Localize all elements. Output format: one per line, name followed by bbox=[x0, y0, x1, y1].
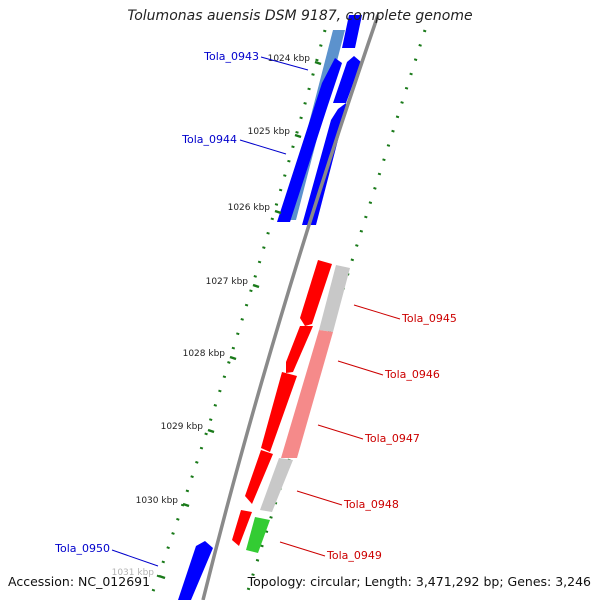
gene-label: Tola_0948 bbox=[343, 498, 399, 511]
gene-arrow-tola-0943a bbox=[342, 15, 362, 48]
gene-label: Tola_0949 bbox=[326, 549, 382, 562]
inner-dotted-track bbox=[148, 29, 327, 600]
topology-label: Topology: circular; Length: 3,471,292 bp… bbox=[247, 574, 591, 589]
gene-arrow-tola-0943b bbox=[333, 56, 361, 103]
ruler-label: 1028 kbp bbox=[183, 349, 226, 359]
gene-label-leader bbox=[239, 139, 287, 155]
ruler-tick bbox=[294, 133, 302, 139]
gene-label-leader bbox=[296, 490, 343, 506]
gene-arrow-tola-0950 bbox=[178, 541, 213, 600]
gene-label-leader bbox=[260, 56, 309, 71]
ruler-tick bbox=[314, 60, 322, 66]
ruler-label: 1031 kbp bbox=[112, 568, 155, 578]
accession-label: Accession: NC_012691 bbox=[8, 574, 151, 589]
ruler-tick bbox=[274, 209, 282, 215]
gene-label: Tola_0943 bbox=[203, 50, 259, 63]
gene-label-leader bbox=[111, 549, 159, 567]
gene-arrow-tola-0944b bbox=[302, 103, 346, 225]
gene-label: Tola_0945 bbox=[401, 312, 457, 325]
gene-label-leader bbox=[353, 304, 401, 320]
gene-arrow-tola-0945 bbox=[300, 260, 332, 326]
gene-label: Tola_0946 bbox=[384, 368, 440, 381]
ruler-tick bbox=[252, 283, 260, 289]
gene-arrow-tola-0948 bbox=[245, 450, 273, 504]
ruler-tick bbox=[207, 428, 215, 434]
ruler-label: 1026 kbp bbox=[228, 203, 271, 213]
ruler-tick bbox=[182, 502, 190, 508]
ruler-tick bbox=[158, 574, 166, 580]
feature-band-grey-1 bbox=[319, 265, 350, 332]
gene-label: Tola_0950 bbox=[54, 542, 110, 555]
ruler-tick bbox=[229, 355, 237, 361]
gene-label-leader bbox=[337, 360, 384, 376]
ruler-label: 1024 kbp bbox=[268, 54, 311, 64]
gene-arrow-tola-0947 bbox=[261, 372, 297, 452]
feature-band-light-red bbox=[281, 330, 333, 458]
gene-arrow-tola-0944a bbox=[277, 58, 342, 222]
feature-band-grey-2 bbox=[260, 458, 293, 512]
ruler-label: 1030 kbp bbox=[136, 496, 179, 506]
gene-arrow-tola-0949 bbox=[232, 510, 252, 546]
genome-backbone bbox=[201, 14, 380, 600]
gene-label: Tola_0947 bbox=[364, 432, 420, 445]
ruler-label: 1029 kbp bbox=[161, 422, 204, 432]
gene-label: Tola_0944 bbox=[181, 133, 237, 146]
rna-feature-green bbox=[246, 517, 270, 553]
gene-label-leader bbox=[279, 541, 326, 557]
map-title: Tolumonas auensis DSM 9187, complete gen… bbox=[127, 8, 473, 24]
gene-label-leader bbox=[317, 424, 364, 440]
ruler-label: 1025 kbp bbox=[248, 127, 291, 137]
gene-arrow-tola-0946 bbox=[286, 326, 313, 373]
ruler-label: 1027 kbp bbox=[206, 277, 249, 287]
